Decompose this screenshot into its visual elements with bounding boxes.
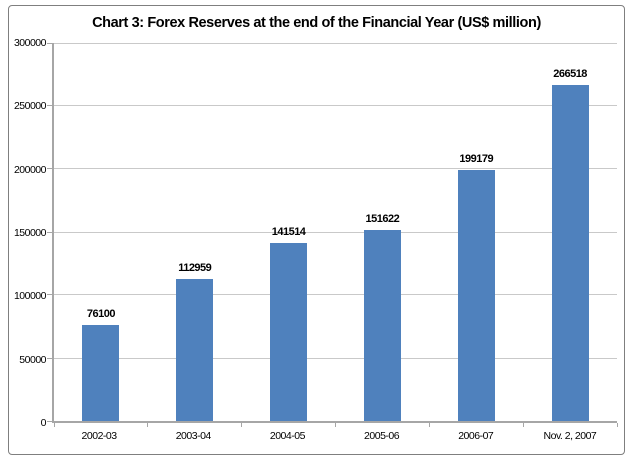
bar xyxy=(551,85,589,421)
bar xyxy=(176,278,214,421)
bar-value-label: 112959 xyxy=(178,261,212,274)
y-axis-labels: 0 50000 100000 150000 200000 250000 300000 xyxy=(9,37,47,429)
bar xyxy=(270,242,308,421)
y-axis-label: 250000 xyxy=(13,100,47,113)
y-axis-label: 300000 xyxy=(13,37,47,49)
chart-frame: Chart 3: Forex Reserves at the end of th… xyxy=(8,5,625,455)
x-tick xyxy=(241,423,243,427)
plot-area: 76100 112959 141514 151622 199179 266518 xyxy=(47,42,618,427)
x-axis-label: 2002-03 xyxy=(81,430,118,442)
y-axis-label: 100000 xyxy=(13,290,47,303)
bar-value-label: 141514 xyxy=(271,225,306,238)
bar-value-label: 266518 xyxy=(553,68,587,81)
y-tick xyxy=(47,357,52,359)
gridline xyxy=(54,294,617,296)
y-axis-label: 200000 xyxy=(13,163,47,176)
gridline xyxy=(54,42,617,44)
x-tick xyxy=(53,423,55,427)
y-axis-label: 50000 xyxy=(19,353,46,366)
y-tick xyxy=(47,294,52,296)
bar-value-label: 199179 xyxy=(459,153,494,166)
x-axis-label: 2004-05 xyxy=(269,430,306,442)
x-tick xyxy=(335,423,336,427)
x-tick xyxy=(616,423,618,427)
x-axis-labels: 2002-03 2003-04 2004-05 2005-06 2006-07 Nov. … xyxy=(52,430,617,446)
gridline xyxy=(54,231,617,233)
y-tick xyxy=(47,42,52,44)
y-tick xyxy=(47,168,52,170)
gridline xyxy=(54,357,617,359)
x-tick xyxy=(522,423,524,427)
bar xyxy=(82,325,120,421)
gridline xyxy=(54,105,617,107)
x-axis-label: 2006-07 xyxy=(458,430,494,442)
y-tick xyxy=(47,105,52,107)
x-tick xyxy=(428,423,430,427)
gridline xyxy=(54,168,617,170)
y-axis-label: 0 xyxy=(40,417,47,429)
chart-title: Chart 3: Forex Reserves at the end of th… xyxy=(92,15,541,31)
bar xyxy=(457,170,495,421)
y-axis-label: 150000 xyxy=(13,227,47,239)
x-axis-label: 2005-06 xyxy=(364,430,400,442)
y-tick xyxy=(47,231,52,233)
bar-value-label: 151622 xyxy=(365,212,400,225)
x-axis-label: Nov. 2, 2007 xyxy=(543,430,597,442)
x-tick xyxy=(147,423,149,427)
y-tick xyxy=(47,420,52,422)
bar-value-label: 76100 xyxy=(86,308,116,321)
bar xyxy=(363,229,401,421)
x-axis-label: 2003-04 xyxy=(175,430,212,442)
